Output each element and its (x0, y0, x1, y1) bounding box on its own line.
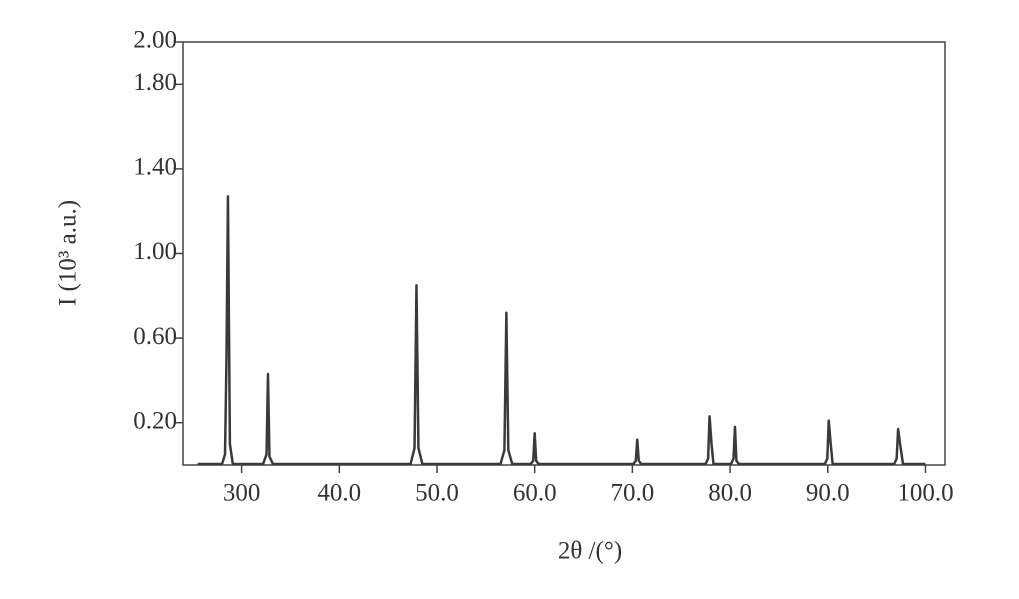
x-tick-label: 70.0 (611, 480, 655, 507)
y-tick-label: 0.60 (133, 323, 177, 350)
x-tick-label: 100.0 (897, 480, 953, 507)
x-tick-label: 300 (223, 480, 261, 507)
xrd-pattern (197, 195, 926, 466)
y-tick-label: 2.00 (133, 27, 177, 54)
y-tick-label: 1.00 (133, 238, 177, 265)
x-tick-label: 40.0 (317, 480, 361, 507)
y-tick-label: 0.20 (133, 407, 177, 434)
x-axis-label: 2θ /(°) (558, 538, 622, 565)
y-axis-label: I (10³ a.u.) (55, 200, 82, 306)
plot-frame (182, 41, 946, 466)
x-tick-label: 60.0 (513, 480, 557, 507)
y-tick-label: 1.80 (133, 69, 177, 96)
y-tick-label: 1.40 (133, 154, 177, 181)
x-tick-label: 50.0 (415, 480, 459, 507)
x-tick-label: 80.0 (708, 480, 752, 507)
x-tick-label: 90.0 (806, 480, 850, 507)
